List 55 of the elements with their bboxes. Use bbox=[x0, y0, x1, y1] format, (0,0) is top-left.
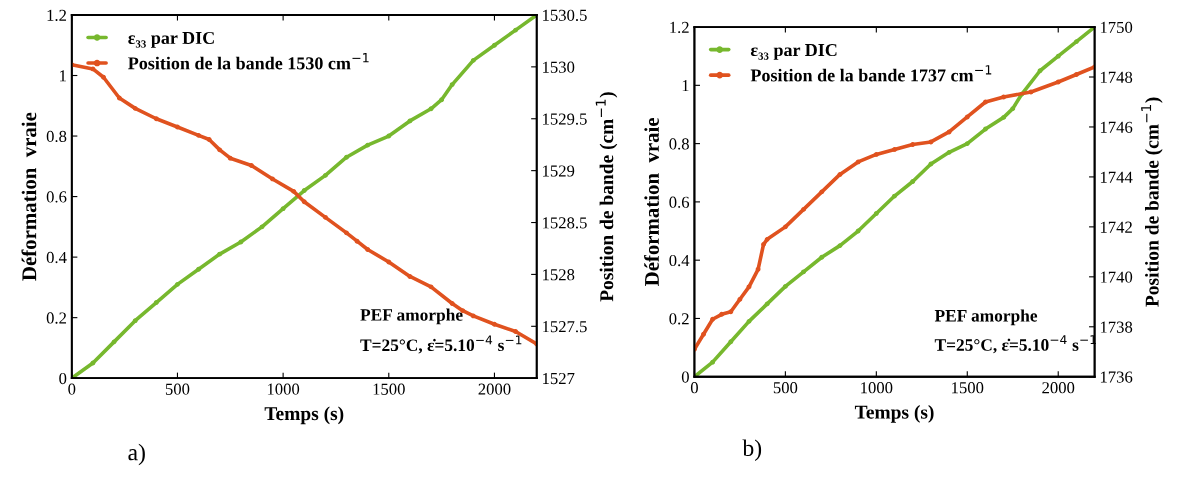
y2-tick-label: 1530 bbox=[543, 61, 575, 73]
y2-tick-label: 1748 bbox=[1100, 71, 1133, 83]
y-tick-label: 0.2 bbox=[46, 312, 67, 324]
y-tick-label: 0 bbox=[59, 372, 67, 385]
y-tick-label: 1 bbox=[682, 80, 689, 92]
y2-tick-label: 1529 bbox=[543, 165, 575, 177]
y-tick-label: 0 bbox=[681, 371, 689, 383]
y2-tick-label: 1529.5 bbox=[543, 113, 587, 125]
y2-tick-label: 1744 bbox=[1100, 171, 1133, 183]
y2-tick-label: 1527 bbox=[543, 372, 575, 385]
y-tick-label: 1.2 bbox=[670, 21, 689, 34]
x-tick-label: 2000 bbox=[478, 383, 511, 395]
y2-tick-label: 1530.5 bbox=[543, 9, 587, 21]
x-tick-label: 500 bbox=[773, 382, 798, 394]
annotation: PEF amorphe bbox=[934, 309, 1038, 326]
legend-label: ε₃₃ par DIC bbox=[750, 43, 837, 60]
y2-tick-label: 1736 bbox=[1100, 371, 1133, 383]
x-tick-label: 500 bbox=[165, 383, 190, 395]
y2-tick-label: 1750 bbox=[1100, 21, 1133, 33]
annotation: T=25°C, ε̇=5.10$^{−4}$ s$^{−1}$ bbox=[360, 335, 522, 354]
x-axis-title: Temps (s) bbox=[854, 405, 934, 423]
y-axis-title: Déformation vraie bbox=[644, 117, 659, 286]
x-tick-label: 1000 bbox=[861, 382, 893, 394]
y-tick-label: 0.8 bbox=[46, 130, 67, 143]
y-tick-label: 1 bbox=[60, 70, 66, 82]
y-tick-label: 0.2 bbox=[669, 313, 689, 325]
x-tick-label: 0 bbox=[690, 382, 698, 394]
y-tick-label: 0.8 bbox=[669, 138, 689, 150]
x-tick-label: 1000 bbox=[267, 383, 300, 395]
y2-tick-label: 1742 bbox=[1100, 221, 1132, 233]
y2-tick-label: 1528 bbox=[543, 269, 575, 281]
y-tick-label: 0.6 bbox=[46, 191, 67, 203]
x-axis-title: Temps (s) bbox=[264, 406, 344, 425]
x-tick-label: 1500 bbox=[373, 383, 405, 395]
y-tick-label: 0.4 bbox=[46, 251, 67, 264]
y-tick-label: 0.6 bbox=[669, 196, 690, 208]
legend-label: Position de la bande 1530 cm$^{−1}$ bbox=[128, 53, 369, 70]
y2-tick-label: 1527.5 bbox=[543, 321, 587, 333]
text: a) bbox=[128, 443, 145, 466]
y-axis-title: Déformation vraie bbox=[21, 112, 37, 281]
y2-tick-label: 1528.5 bbox=[543, 217, 587, 229]
y2-tick-label: 1740 bbox=[1100, 271, 1133, 283]
y2-tick-label: 1746 bbox=[1100, 121, 1133, 133]
x-tick-label: 2000 bbox=[1042, 382, 1075, 394]
legend-label: ε₃₃ par DIC bbox=[128, 31, 214, 48]
legend-label: Position de la bande 1737 cm$^{−1}$ bbox=[750, 65, 992, 82]
x-tick-label: 1500 bbox=[952, 382, 984, 394]
y2-axis-title: Position de bande (cm$^{−1}$) bbox=[1141, 97, 1163, 307]
y-tick-label: 0.4 bbox=[669, 254, 690, 267]
text: b) bbox=[742, 439, 762, 461]
y-tick-label: 1.2 bbox=[47, 9, 67, 21]
x-tick-label: 0 bbox=[68, 383, 76, 395]
y2-axis-title: Position de bande (cm$^{−1}$) bbox=[595, 92, 618, 302]
y2-tick-label: 1738 bbox=[1100, 321, 1133, 333]
annotation: PEF amorphe bbox=[360, 308, 463, 325]
